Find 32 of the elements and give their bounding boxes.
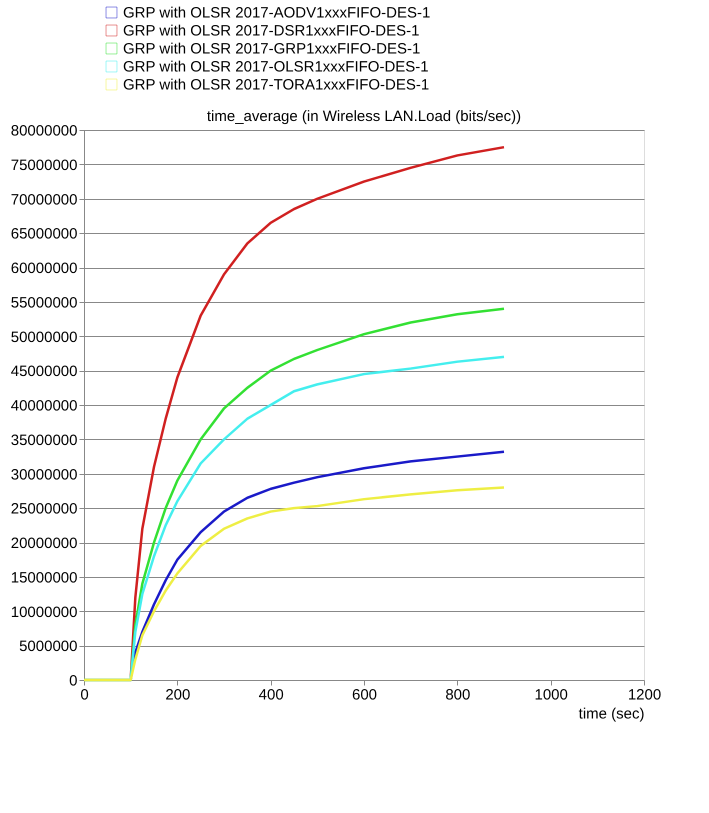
x-tick-label: 800	[445, 686, 470, 704]
y-tick-label: 40000000	[10, 398, 78, 414]
y-tick-label: 35000000	[10, 432, 78, 449]
y-tick-label: 75000000	[10, 156, 78, 174]
x-tick-label: 200	[165, 686, 190, 704]
line-series	[82, 486, 506, 682]
x-tick-label: 1200	[628, 686, 662, 704]
y-tick-label: 5000000	[19, 638, 78, 656]
x-tick-label: 400	[258, 686, 284, 704]
x-tick-label: 0	[80, 686, 89, 704]
y-tick-label: 10000000	[10, 604, 78, 621]
y-tick-label: 0	[69, 672, 78, 690]
y-tick-label: 50000000	[10, 328, 78, 346]
legend-label: GRP with OLSR 2017-GRP1xxxFIFO-DES-1	[123, 40, 420, 58]
y-tick-label: 80000000	[10, 122, 78, 140]
y-tick-label: 65000000	[10, 226, 78, 243]
y-tick-label: 20000000	[10, 535, 78, 552]
y-tick-label: 55000000	[10, 294, 78, 312]
x-tick-label: 1000	[534, 686, 568, 704]
y-tick-label: 15000000	[10, 569, 78, 586]
y-tick-label: 45000000	[10, 363, 78, 380]
legend-label: GRP with OLSR 2017-DSR1xxxFIFO-DES-1	[123, 22, 420, 40]
y-tick-label: 60000000	[10, 260, 78, 277]
y-tick-label: 30000000	[10, 466, 78, 484]
x-tick-label: 600	[352, 686, 378, 704]
legend-label: GRP with OLSR 2017-TORA1xxxFIFO-DES-1	[123, 76, 430, 94]
x-axis-title: time (sec)	[578, 706, 644, 722]
legend-label: GRP with OLSR 2017-AODV1xxxFIFO-DES-1	[123, 4, 430, 22]
y-tick-label: 25000000	[10, 500, 78, 518]
chart-title: time_average (in Wireless LAN.Load (bits/sec))	[206, 108, 522, 125]
y-tick-label: 70000000	[10, 191, 78, 208]
legend-label: GRP with OLSR 2017-OLSR1xxxFIFO-DES-1	[123, 58, 429, 76]
